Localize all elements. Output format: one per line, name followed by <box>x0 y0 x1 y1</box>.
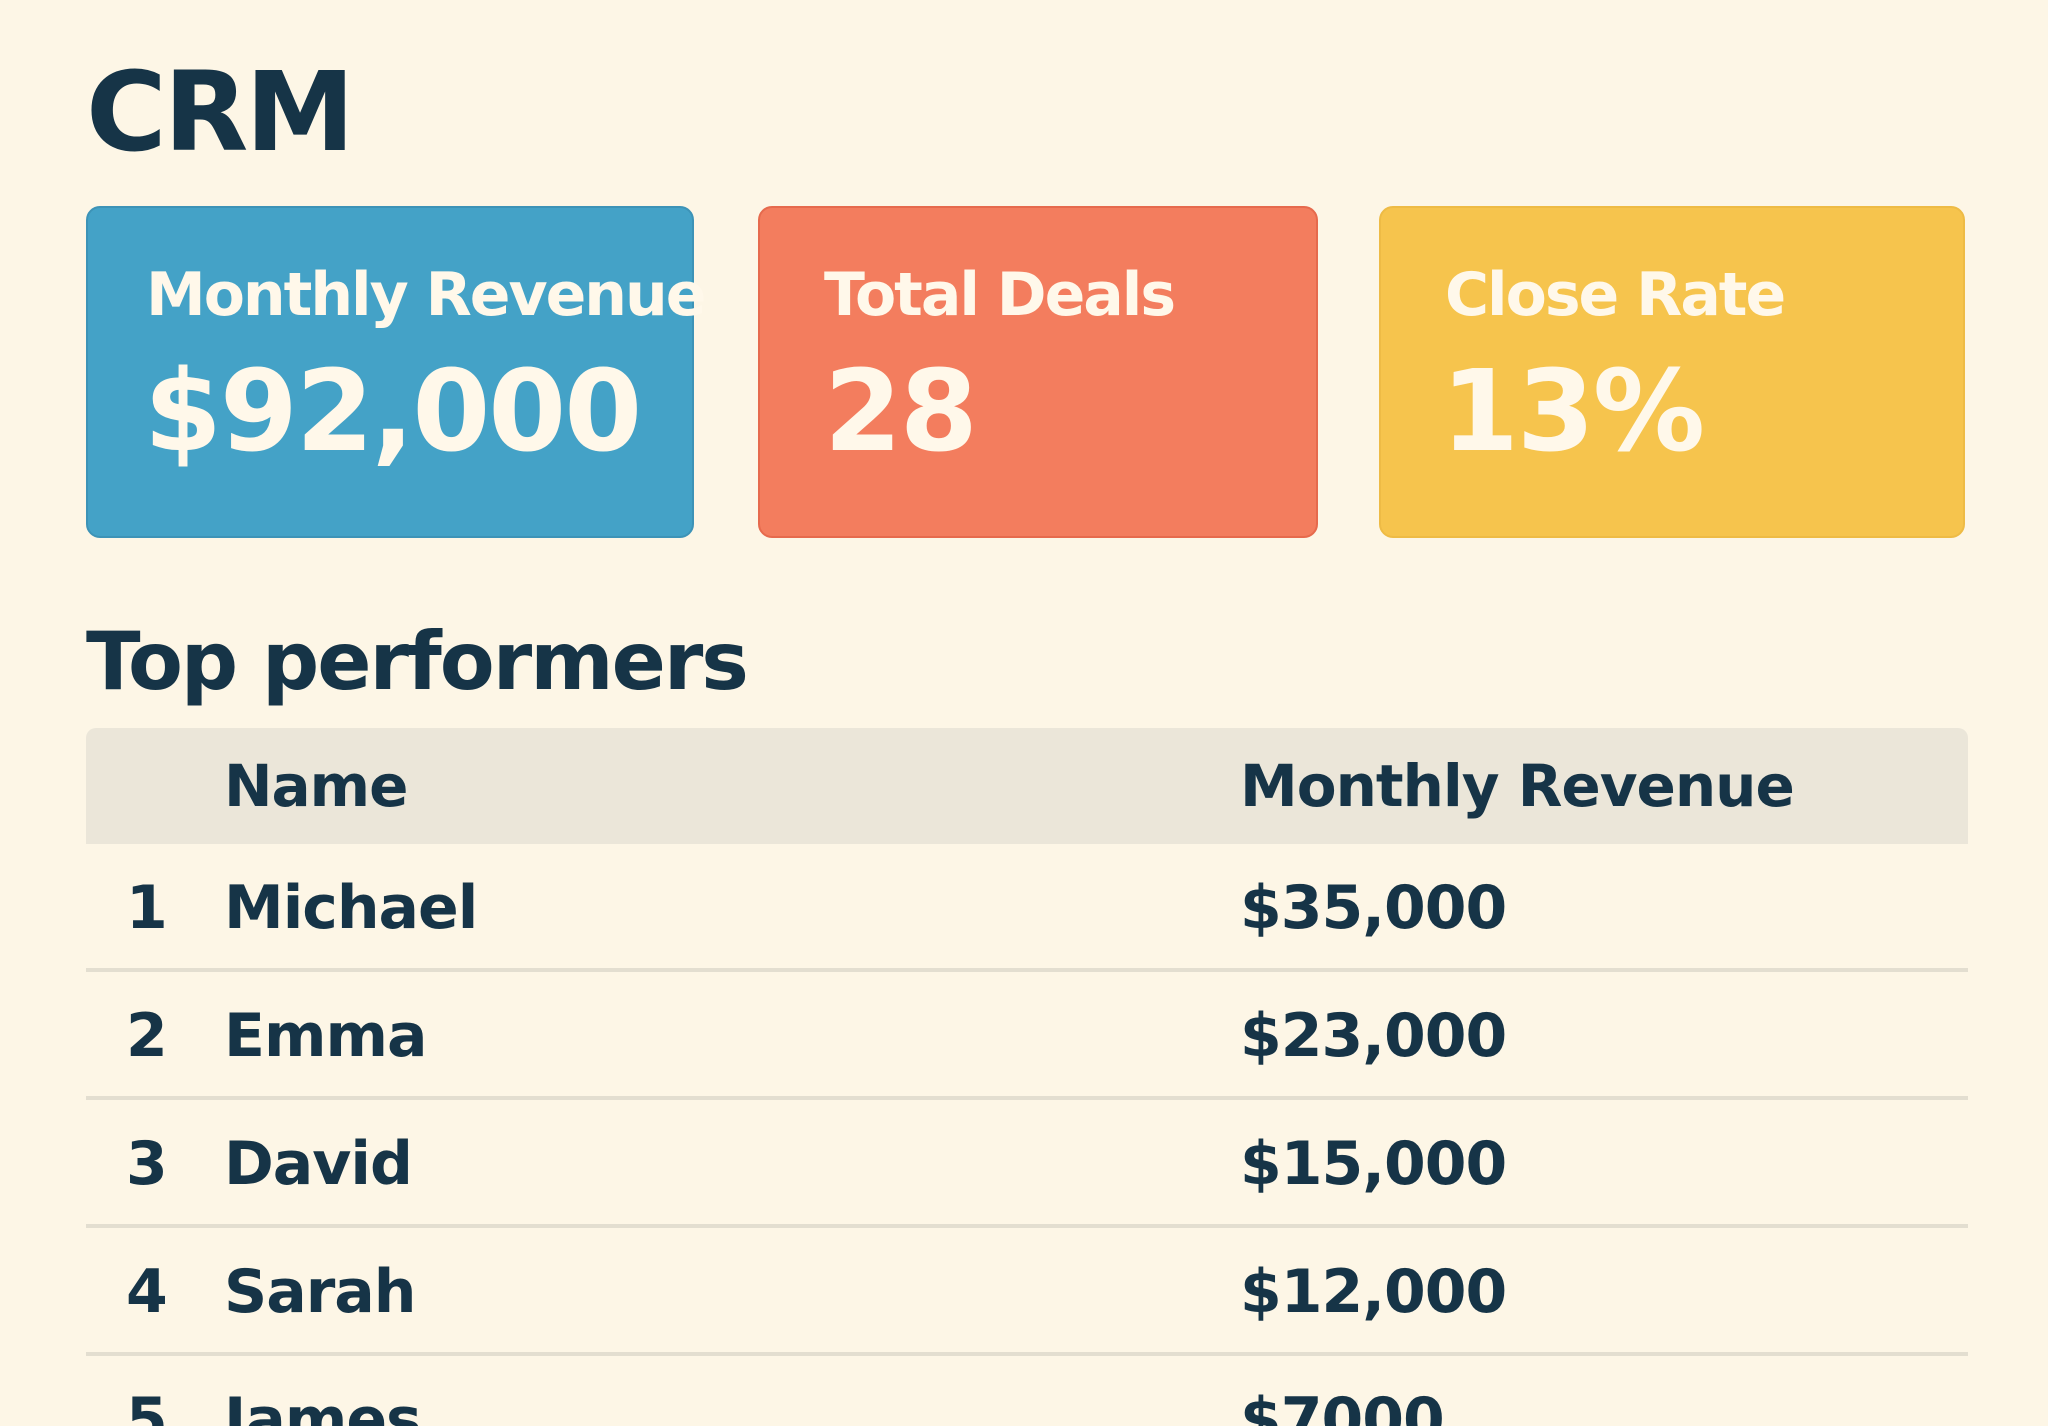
rank-cell: 2 <box>126 1001 168 1071</box>
table-row[interactable]: 4 Sarah $12,000 <box>86 1228 1968 1356</box>
rank-cell: 1 <box>126 873 168 943</box>
card-label: Monthly Revenue <box>146 260 706 330</box>
column-header-name[interactable]: Name <box>224 752 408 820</box>
card-label: Close Rate <box>1445 260 1786 330</box>
table-row[interactable]: 3 David $15,000 <box>86 1100 1968 1228</box>
rank-cell: 5 <box>126 1385 168 1426</box>
top-performers-table: Name Monthly Revenue 1 Michael $35,000 2… <box>86 728 1968 1426</box>
card-value: $92,000 <box>144 347 642 477</box>
close-rate-card[interactable]: Close Rate 13% <box>1379 206 1965 538</box>
page-title: CRM <box>86 48 355 176</box>
name-cell: David <box>224 1129 413 1199</box>
monthly-revenue-card[interactable]: Monthly Revenue $92,000 <box>86 206 706 538</box>
rank-cell: 4 <box>126 1257 168 1327</box>
name-cell: Michael <box>224 873 478 943</box>
table-header: Name Monthly Revenue <box>86 728 1968 844</box>
table-row[interactable]: 2 Emma $23,000 <box>86 972 1968 1100</box>
revenue-cell: $23,000 <box>1240 1001 1507 1071</box>
card-value: 13% <box>1441 347 1705 477</box>
card-value: 28 <box>824 347 978 477</box>
rank-cell: 3 <box>126 1129 168 1199</box>
name-cell: James <box>224 1385 422 1426</box>
total-deals-card[interactable]: Total Deals 28 <box>758 206 1318 538</box>
card-label: Total Deals <box>824 260 1176 330</box>
section-title: Top performers <box>86 615 749 708</box>
table-row[interactable]: 5 James $7000 <box>86 1356 1968 1426</box>
revenue-cell: $15,000 <box>1240 1129 1507 1199</box>
revenue-cell: $35,000 <box>1240 873 1507 943</box>
column-header-revenue[interactable]: Monthly Revenue <box>1240 752 1795 820</box>
table-row[interactable]: 1 Michael $35,000 <box>86 844 1968 972</box>
name-cell: Sarah <box>224 1257 416 1327</box>
name-cell: Emma <box>224 1001 428 1071</box>
revenue-cell: $7000 <box>1240 1385 1445 1426</box>
revenue-cell: $12,000 <box>1240 1257 1507 1327</box>
